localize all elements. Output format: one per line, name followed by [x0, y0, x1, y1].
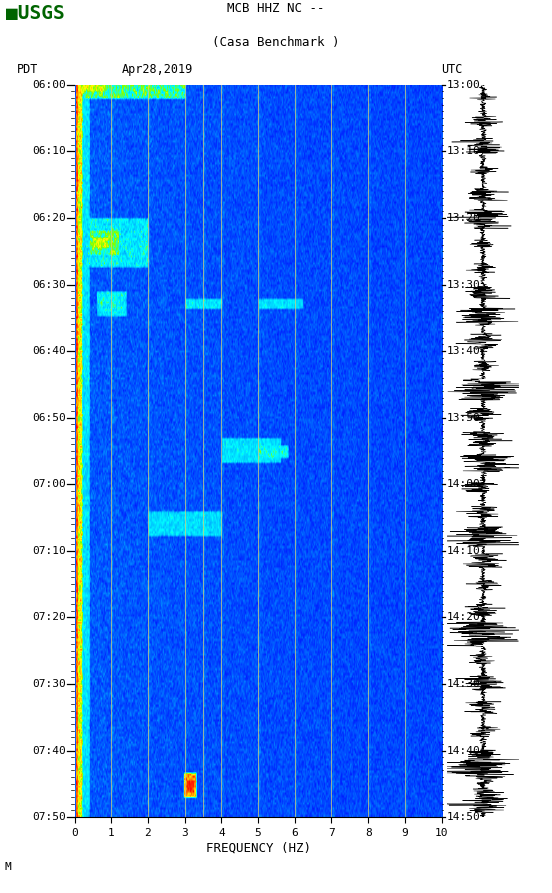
Text: 14:40: 14:40	[447, 746, 480, 755]
Text: PDT: PDT	[17, 63, 38, 77]
Text: 14:10: 14:10	[447, 546, 480, 555]
Text: UTC: UTC	[442, 63, 463, 77]
Text: 07:00: 07:00	[32, 480, 66, 489]
Text: 06:00: 06:00	[32, 79, 66, 90]
Text: 13:50: 13:50	[447, 413, 480, 422]
Text: 07:40: 07:40	[32, 746, 66, 755]
Text: 13:20: 13:20	[447, 213, 480, 223]
Text: (Casa Benchmark ): (Casa Benchmark )	[213, 36, 339, 48]
Text: 13:00: 13:00	[447, 79, 480, 90]
Text: 06:20: 06:20	[32, 213, 66, 223]
Text: ■USGS: ■USGS	[6, 4, 64, 23]
X-axis label: FREQUENCY (HZ): FREQUENCY (HZ)	[205, 842, 311, 855]
Text: 14:20: 14:20	[447, 613, 480, 622]
Text: MCB HHZ NC --: MCB HHZ NC --	[227, 2, 325, 14]
Text: 06:40: 06:40	[32, 346, 66, 356]
Text: 07:50: 07:50	[32, 812, 66, 822]
Text: 13:30: 13:30	[447, 280, 480, 289]
Text: 14:50: 14:50	[447, 812, 480, 822]
Text: M: M	[4, 863, 11, 872]
Text: 07:20: 07:20	[32, 613, 66, 622]
Text: 13:40: 13:40	[447, 346, 480, 356]
Text: 14:00: 14:00	[447, 480, 480, 489]
Text: 07:30: 07:30	[32, 679, 66, 689]
Text: 06:30: 06:30	[32, 280, 66, 289]
Text: 07:10: 07:10	[32, 546, 66, 555]
Text: Apr28,2019: Apr28,2019	[121, 63, 193, 77]
Text: 06:50: 06:50	[32, 413, 66, 422]
Text: 13:10: 13:10	[447, 146, 480, 156]
Text: 06:10: 06:10	[32, 146, 66, 156]
Text: 14:30: 14:30	[447, 679, 480, 689]
